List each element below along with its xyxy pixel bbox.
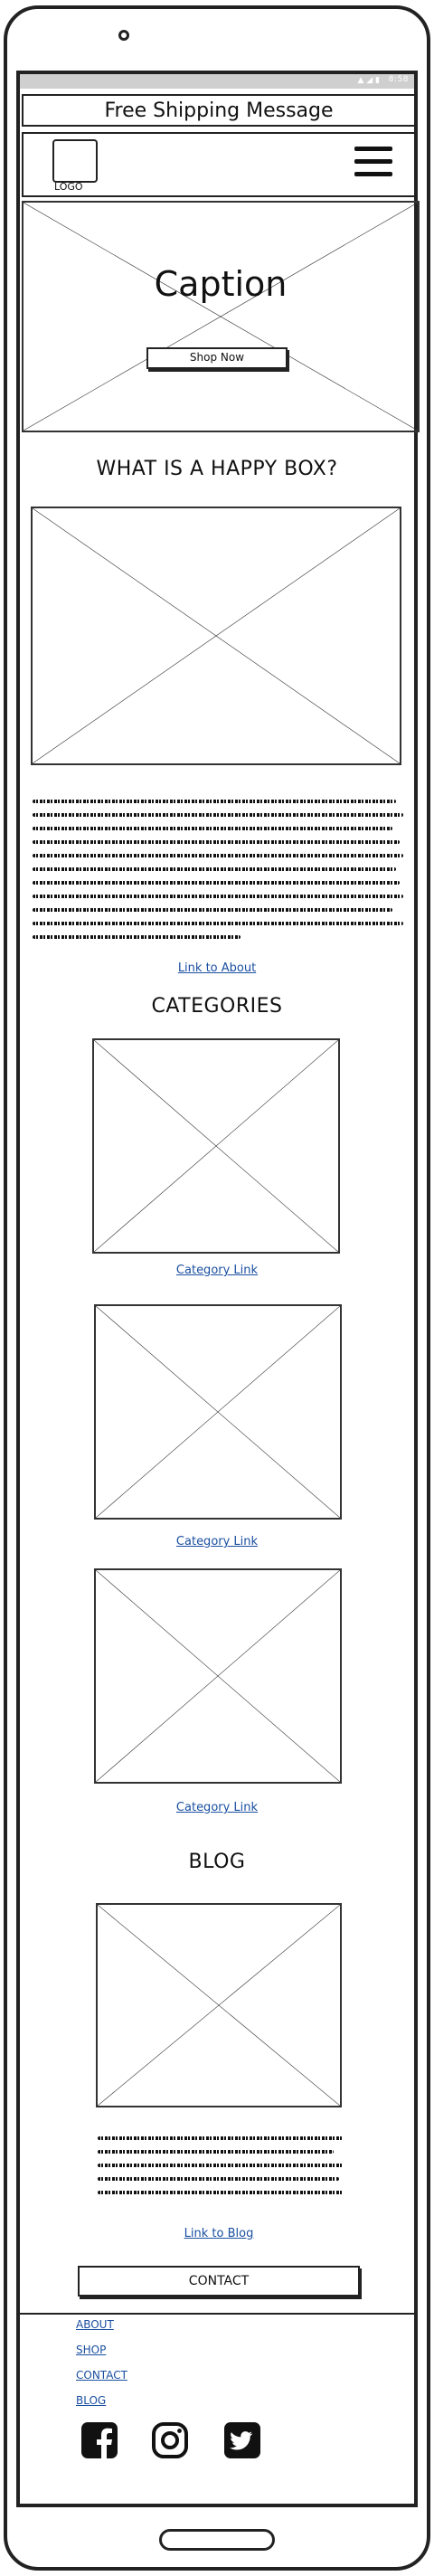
category-image-placeholder <box>96 1306 340 1518</box>
home-button[interactable] <box>159 2529 275 2551</box>
contact-button[interactable]: CONTACT <box>78 2266 360 2297</box>
category-image[interactable] <box>94 1304 342 1520</box>
blog-text-placeholder <box>98 2136 344 2204</box>
categories-heading: CATEGORIES <box>151 995 283 1018</box>
shipping-message: Free Shipping Message <box>104 99 334 122</box>
about-heading: WHAT IS A HAPPY BOX? <box>96 458 338 480</box>
footer-link-blog[interactable]: BLOG <box>76 2394 107 2407</box>
category-link[interactable]: Category Link <box>175 1535 259 1548</box>
about-image-placeholder <box>33 508 400 763</box>
footer-link-shop[interactable]: SHOP <box>76 2344 107 2356</box>
hero-caption: Caption <box>154 264 288 304</box>
device-camera <box>118 30 129 41</box>
category-image[interactable] <box>94 1568 342 1784</box>
category-image[interactable] <box>92 1038 340 1254</box>
twitter-icon[interactable] <box>222 2420 262 2460</box>
category-link[interactable]: Category Link <box>175 1264 259 1277</box>
about-link[interactable]: Link to About <box>177 961 257 975</box>
status-time: 8:58 <box>388 75 409 84</box>
category-link[interactable]: Category Link <box>175 1801 259 1814</box>
footer-link-contact[interactable]: CONTACT <box>76 2369 127 2382</box>
device-screen <box>16 71 418 2507</box>
blog-image[interactable] <box>96 1903 342 2107</box>
hero-banner: Caption Shop Now <box>22 201 420 432</box>
status-bar: ▲ ◢ ▮ 8:58 <box>20 74 414 89</box>
logo-image[interactable] <box>52 139 98 183</box>
footer-link-about[interactable]: ABOUT <box>76 2318 114 2331</box>
shipping-banner: Free Shipping Message <box>22 94 416 127</box>
blog-link[interactable]: Link to Blog <box>184 2227 254 2240</box>
facebook-icon[interactable] <box>80 2420 119 2460</box>
site-header: LOGO <box>22 132 416 197</box>
status-icons: ▲ ◢ ▮ <box>357 76 380 85</box>
shop-now-button[interactable]: Shop Now <box>146 347 288 369</box>
hero-image-placeholder <box>24 203 418 431</box>
logo-label: LOGO <box>54 181 83 193</box>
category-image-placeholder <box>96 1570 340 1782</box>
instagram-icon[interactable] <box>150 2420 190 2460</box>
blog-image-placeholder <box>98 1905 340 2106</box>
category-image-placeholder <box>94 1040 338 1252</box>
about-text-placeholder <box>33 800 403 949</box>
about-image <box>31 507 401 765</box>
hamburger-menu-icon[interactable] <box>354 147 392 179</box>
blog-heading: BLOG <box>188 1851 246 1873</box>
footer-divider <box>20 2313 414 2315</box>
